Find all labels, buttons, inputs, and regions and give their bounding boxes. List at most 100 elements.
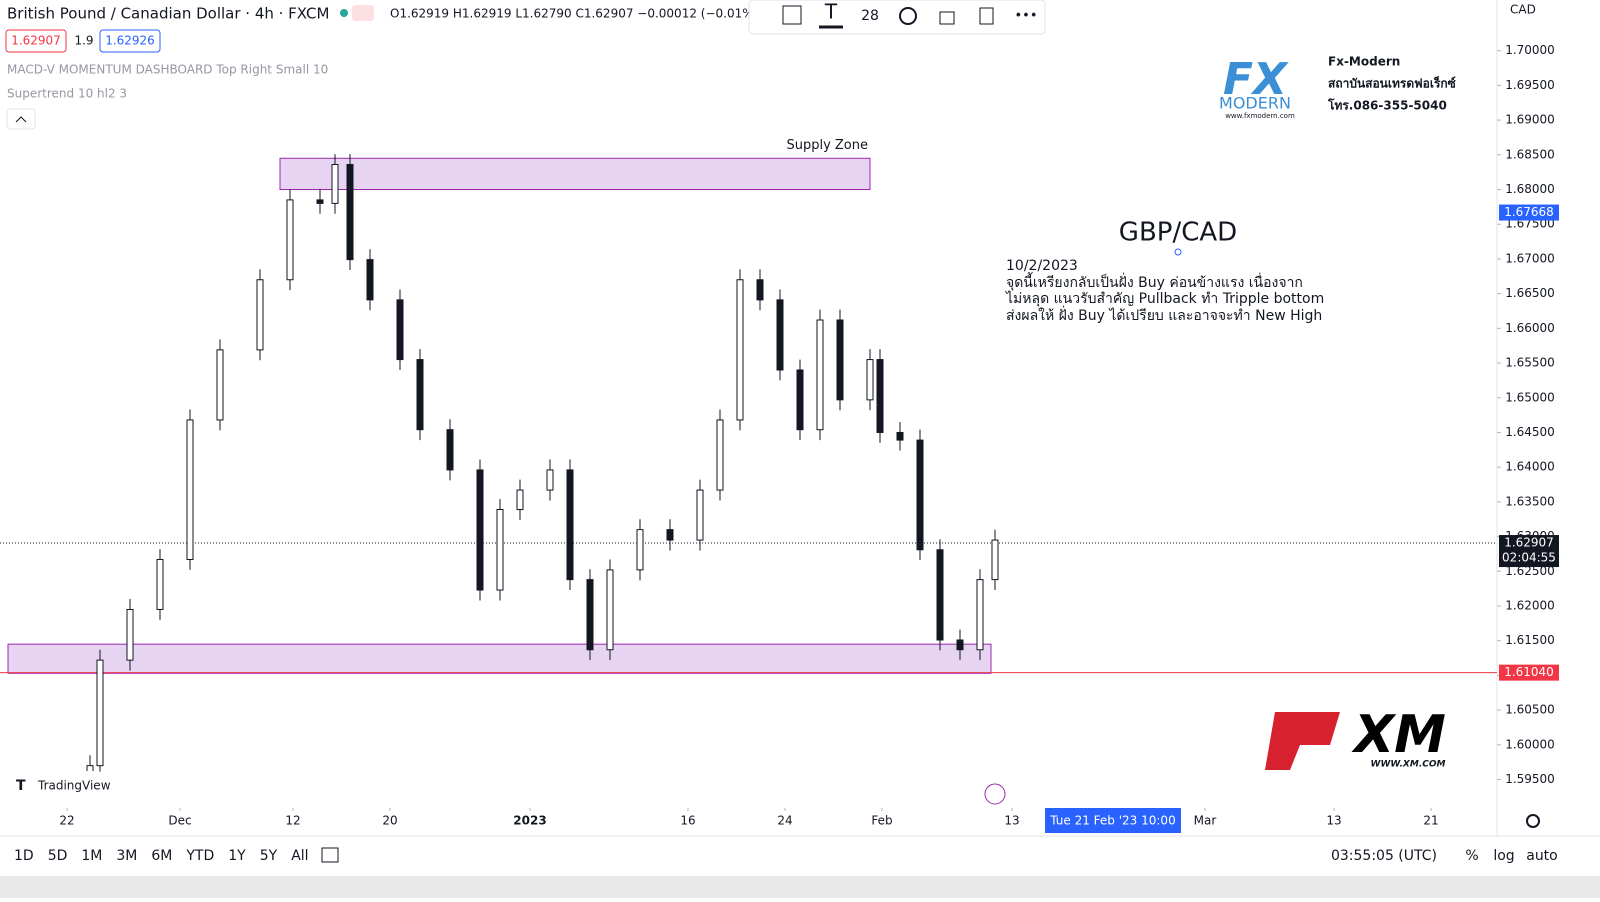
annotation-line: ไม่หลุด แนวรับสำคัญ Pullback ทำ Tripple …: [1005, 290, 1324, 307]
range-button[interactable]: 1Y: [228, 848, 246, 864]
x-tick-label: 22: [59, 814, 74, 828]
log-toggle[interactable]: log: [1493, 848, 1514, 864]
status-dot: [340, 9, 348, 17]
symbol[interactable]: British Pound / Canadian Dollar · 4h · F…: [7, 5, 329, 23]
candle-body: [396, 299, 404, 361]
y-tick-label: 1.67000: [1505, 251, 1555, 265]
annotation-line: จุดนี้เหรียงกลับเป็นฝั่ง Buy ค่อนข้างแรง…: [1006, 272, 1303, 291]
candle-body: [476, 469, 484, 591]
candle-body: [216, 349, 224, 421]
candle-body: [816, 319, 824, 431]
candle-body: [976, 579, 984, 651]
y-tick-label: 1.60500: [1505, 703, 1555, 717]
x-tick-label: Mar: [1194, 814, 1217, 828]
settings-icon[interactable]: [899, 7, 917, 25]
price-marker-label: 1.67668: [1504, 205, 1554, 219]
fx-line: โทร.086-355-5040: [1327, 98, 1447, 113]
candle-body: [876, 359, 884, 433]
candle-body: [331, 164, 339, 204]
range-button[interactable]: 6M: [151, 848, 172, 864]
axis-settings[interactable]: [1526, 814, 1540, 828]
crosshair-time: Tue 21 Feb '23 10:00: [1049, 814, 1175, 828]
range-button[interactable]: YTD: [185, 848, 214, 864]
date-range-icon[interactable]: [321, 847, 339, 863]
candle-body: [186, 419, 194, 560]
collapse-button[interactable]: [6, 108, 36, 130]
candle-body: [636, 529, 644, 571]
annotation-line: 10/2/2023: [1006, 258, 1078, 274]
candle-body: [896, 431, 904, 441]
x-tick-label: 2023: [513, 814, 546, 828]
xm-site: WWW.XM.COM: [1371, 760, 1446, 770]
price-marker: [1499, 535, 1559, 568]
collapse-icon: [15, 116, 27, 123]
candle-body: [96, 659, 104, 767]
candle-body: [546, 469, 554, 491]
y-tick-label: 1.64500: [1505, 425, 1555, 439]
range-buttons: 1D 5D 1M 3M 6M YTD 1Y 5Y All: [14, 848, 309, 864]
bid[interactable]: 1.62907: [11, 34, 61, 48]
x-tick-label: 24: [777, 814, 792, 828]
range-button[interactable]: 5D: [48, 848, 68, 864]
range-button[interactable]: 5Y: [260, 848, 278, 864]
x-tick-label: 16: [680, 814, 695, 828]
tool-icon[interactable]: [782, 5, 802, 25]
fx-brand: MODERN: [1219, 94, 1291, 113]
candle-body: [716, 419, 724, 491]
fx-site: www.fxmodern.com: [1225, 112, 1295, 120]
candle-body: [696, 489, 704, 541]
candle-body: [446, 429, 454, 471]
candle-body: [496, 509, 504, 591]
zone: [279, 157, 871, 191]
delete-icon[interactable]: [979, 7, 994, 25]
candle-body: [956, 639, 964, 651]
more-icon[interactable]: •••: [1014, 9, 1037, 24]
candle-body: [346, 164, 354, 261]
candle-body: [736, 279, 744, 421]
auto-toggle[interactable]: auto: [1526, 848, 1558, 864]
ask[interactable]: 1.62926: [105, 34, 155, 48]
y-tick-label: 1.69000: [1505, 113, 1555, 127]
x-tick-label: Feb: [871, 814, 892, 828]
text-tool[interactable]: T: [824, 0, 838, 24]
candle-body: [126, 608, 134, 661]
xm-logo: XM: [1351, 705, 1446, 765]
indicator[interactable]: MACD-V MOMENTUM DASHBOARD Top Right Smal…: [7, 63, 328, 77]
candle-body: [156, 558, 164, 610]
range-button[interactable]: 1D: [14, 848, 34, 864]
indicator[interactable]: Supertrend 10 hl2 3: [7, 87, 127, 101]
y-tick-label: 1.70000: [1505, 43, 1555, 57]
currency[interactable]: CAD: [1510, 3, 1536, 17]
percent-toggle[interactable]: %: [1465, 848, 1478, 864]
price-marker-label: 1.61040: [1504, 665, 1554, 679]
chart-area: Supply Zone: [0, 138, 1497, 790]
y-tick-label: 1.65500: [1505, 356, 1555, 370]
annotation-title[interactable]: GBP/CAD: [1119, 218, 1237, 248]
range-button[interactable]: 3M: [116, 848, 137, 864]
font-size[interactable]: 28: [861, 8, 879, 24]
y-tick-label: 1.61500: [1505, 633, 1555, 647]
candle-body: [566, 469, 574, 581]
bottom-strip: [0, 876, 1600, 898]
crosshair-box: [1045, 808, 1181, 833]
range-button[interactable]: All: [291, 848, 308, 864]
candle-body: [866, 359, 874, 401]
candle-body: [586, 579, 594, 651]
tradingview: TradingView: [37, 779, 111, 793]
lock-icon[interactable]: [939, 11, 955, 25]
bid-box[interactable]: [5, 29, 67, 53]
replay-icon[interactable]: [984, 783, 1006, 805]
candle-body: [776, 299, 784, 371]
candle-body: [516, 489, 524, 511]
candle-body: [936, 549, 944, 641]
y-tick-label: 1.68500: [1505, 147, 1555, 161]
y-tick-label: 1.62000: [1505, 599, 1555, 613]
candle-body: [836, 319, 844, 401]
candle-body: [416, 359, 424, 431]
candle-body: [286, 199, 294, 281]
tv-badge: [5, 771, 111, 801]
range-button[interactable]: 1M: [81, 848, 102, 864]
ask-box[interactable]: [99, 29, 161, 53]
price-marker: [1499, 204, 1559, 221]
